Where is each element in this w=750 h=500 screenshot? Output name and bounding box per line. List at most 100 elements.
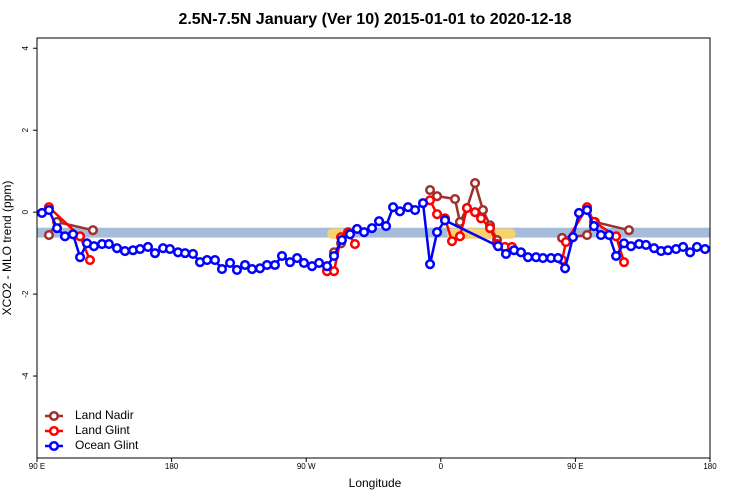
point bbox=[595, 230, 607, 241]
point bbox=[187, 248, 199, 259]
x-axis-label: Longitude bbox=[349, 476, 402, 490]
point bbox=[59, 231, 71, 242]
point bbox=[394, 206, 406, 217]
point bbox=[662, 245, 674, 256]
point bbox=[700, 243, 710, 255]
y-tick-label: -4 bbox=[21, 372, 30, 380]
point bbox=[180, 248, 191, 259]
point bbox=[292, 252, 303, 264]
point bbox=[477, 205, 489, 216]
point bbox=[582, 205, 593, 216]
point bbox=[373, 216, 385, 227]
point bbox=[410, 205, 421, 216]
x-tick-label: 180 bbox=[165, 462, 179, 471]
point bbox=[43, 205, 55, 216]
point bbox=[588, 221, 599, 232]
point bbox=[134, 243, 146, 255]
point bbox=[328, 266, 340, 277]
point bbox=[119, 246, 130, 257]
point bbox=[67, 229, 79, 240]
point bbox=[209, 255, 221, 266]
point bbox=[567, 232, 579, 243]
point bbox=[461, 202, 473, 214]
x-tick-label: 90 E bbox=[29, 462, 45, 471]
point bbox=[515, 247, 527, 258]
point bbox=[359, 227, 370, 238]
point bbox=[469, 178, 481, 189]
y-tick-label: 2 bbox=[21, 127, 30, 132]
point bbox=[685, 247, 696, 258]
legend-label: Land Glint bbox=[75, 423, 130, 437]
point bbox=[625, 241, 637, 252]
legend-label: Ocean Glint bbox=[75, 438, 139, 452]
point bbox=[284, 257, 296, 268]
point bbox=[276, 250, 288, 262]
point bbox=[349, 239, 361, 250]
point bbox=[269, 259, 280, 271]
point bbox=[298, 257, 310, 269]
y-axis-label: XCO2 - MLO trend (ppm) bbox=[0, 181, 14, 316]
point bbox=[439, 215, 451, 226]
point bbox=[417, 198, 429, 209]
point bbox=[560, 237, 572, 248]
point bbox=[493, 241, 504, 252]
point bbox=[475, 213, 487, 224]
point bbox=[51, 223, 63, 234]
point bbox=[432, 209, 443, 220]
point bbox=[432, 191, 443, 202]
point bbox=[75, 252, 86, 263]
point bbox=[691, 241, 703, 253]
x-tick-label: 180 bbox=[703, 462, 717, 471]
point bbox=[225, 257, 236, 269]
point bbox=[678, 241, 689, 253]
axes-box bbox=[36, 37, 711, 459]
point bbox=[424, 184, 436, 196]
point bbox=[344, 229, 356, 240]
x-tick-label: 0 bbox=[439, 462, 444, 471]
point bbox=[484, 223, 496, 234]
point bbox=[432, 227, 443, 238]
point bbox=[553, 252, 564, 264]
point bbox=[381, 221, 392, 232]
point bbox=[469, 207, 481, 218]
point bbox=[623, 225, 634, 236]
point bbox=[88, 241, 100, 252]
legend-label: Land Nadir bbox=[75, 408, 134, 422]
point bbox=[500, 248, 512, 259]
point bbox=[247, 264, 258, 275]
point bbox=[522, 252, 534, 263]
point bbox=[328, 250, 340, 262]
y-tick-label: 0 bbox=[21, 209, 30, 214]
point bbox=[640, 239, 652, 250]
point bbox=[111, 243, 123, 254]
x-tick-label: 90 W bbox=[297, 462, 316, 471]
point bbox=[611, 250, 622, 262]
point bbox=[201, 255, 213, 266]
point bbox=[388, 202, 399, 213]
point bbox=[84, 255, 95, 266]
point bbox=[446, 236, 458, 247]
point bbox=[573, 207, 585, 219]
point bbox=[149, 248, 161, 259]
y-tick-label: 4 bbox=[21, 45, 30, 50]
y-tick-label: -2 bbox=[21, 290, 30, 298]
point bbox=[216, 264, 228, 275]
point bbox=[239, 259, 251, 271]
point bbox=[449, 193, 461, 205]
point bbox=[321, 261, 333, 272]
x-tick-label: 90 E bbox=[567, 462, 583, 471]
point bbox=[103, 239, 114, 250]
point bbox=[560, 263, 571, 274]
point bbox=[231, 264, 243, 275]
chart-title: 2.5N-7.5N January (Ver 10) 2015-01-01 to… bbox=[178, 11, 571, 28]
point bbox=[87, 225, 98, 236]
point bbox=[314, 257, 325, 269]
legend-point bbox=[48, 410, 60, 422]
point bbox=[618, 257, 630, 268]
point bbox=[261, 259, 273, 271]
point bbox=[366, 223, 378, 234]
point bbox=[142, 241, 154, 253]
point bbox=[582, 230, 593, 241]
point bbox=[604, 230, 615, 241]
plot bbox=[37, 178, 710, 277]
